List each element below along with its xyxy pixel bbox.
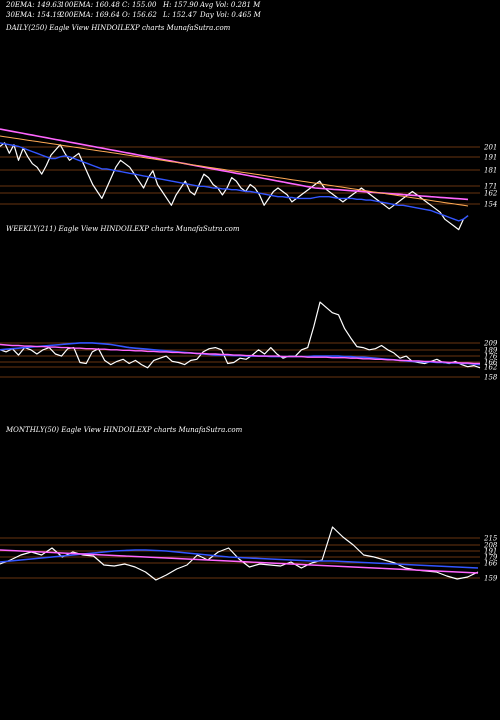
weekly-tick-label: 166 xyxy=(484,359,498,367)
weekly-ema-line-2 xyxy=(0,343,480,365)
header-ema100: 100EMA: 160.48 xyxy=(60,1,120,9)
header-ema30: 30EMA: 154.19 xyxy=(6,11,62,19)
monthly-tick-label: 215 xyxy=(483,535,498,543)
daily-ema-line-3 xyxy=(0,135,469,207)
daily-ema-line-1 xyxy=(0,142,469,222)
header-close: C: 155.00 xyxy=(122,1,157,9)
header-low: L: 152.47 xyxy=(163,11,197,19)
daily-price-line xyxy=(0,142,469,231)
header-avg-vol: Avg Vol: 0.281 M xyxy=(200,1,261,9)
daily-tick-label: 201 xyxy=(483,144,497,152)
monthly-tick-label: 166 xyxy=(484,560,498,568)
header-ema20: 20EMA: 149.63 xyxy=(6,1,62,9)
monthly-tick-label: 208 xyxy=(483,542,498,550)
daily-tick-label: 181 xyxy=(484,167,497,175)
weekly-tick-label: 176 xyxy=(484,353,498,361)
daily-tick-label: 162 xyxy=(484,190,498,198)
monthly-ema-line-2 xyxy=(0,549,479,574)
daily-tick-label: 171 xyxy=(484,183,497,191)
weekly-panel-label: WEEKLY(211) Eagle View HINDOILEXP charts… xyxy=(6,225,240,233)
daily-panel-label: DAILY(250) Eagle View HINDOILEXP charts … xyxy=(6,24,231,32)
header-ema200: 200EMA: 169.64 xyxy=(60,11,120,19)
header-high: H: 157.90 xyxy=(163,1,199,9)
weekly-tick-label: 209 xyxy=(483,340,498,348)
daily-tick-label: 154 xyxy=(484,201,497,209)
daily-ema-line-2 xyxy=(0,128,469,201)
weekly-ema-line-1 xyxy=(0,342,481,366)
weekly-price-line xyxy=(0,301,481,369)
weekly-tick-label: 189 xyxy=(484,347,498,355)
weekly-tick-label: 158 xyxy=(484,374,498,382)
header-day-vol: Day Vol: 0.465 M xyxy=(200,11,261,19)
monthly-tick-label: 179 xyxy=(484,554,498,562)
header-open: O: 156.62 xyxy=(122,11,157,19)
monthly-tick-label: 191 xyxy=(484,548,497,556)
monthly-panel-label: MONTHLY(50) Eagle View HINDOILEXP charts… xyxy=(6,426,243,434)
daily-tick-label: 191 xyxy=(484,154,497,162)
monthly-tick-label: 159 xyxy=(484,575,498,583)
weekly-tick-label: 162 xyxy=(484,364,498,372)
